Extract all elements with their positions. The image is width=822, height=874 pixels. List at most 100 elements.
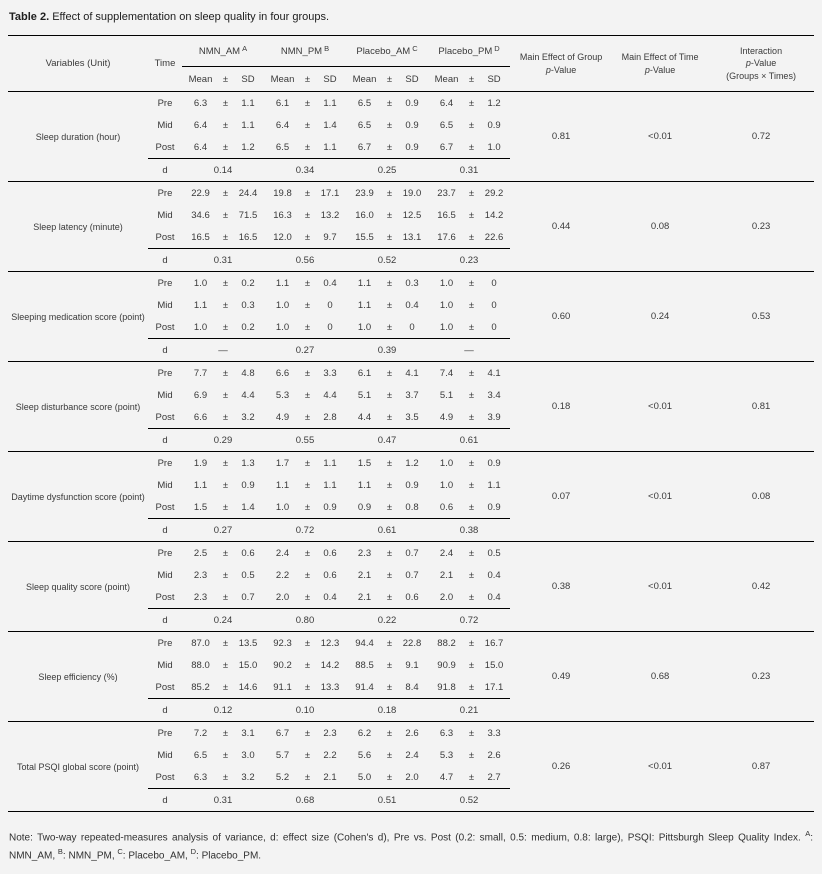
mean-value: 1.0 — [275, 321, 290, 333]
data-row: Mid 34.6 ±71.5 16.3 ±13.2 16.0 ±12.5 16.5 ±14.2 — [8, 204, 814, 226]
d-value: 0.34 — [264, 158, 346, 182]
plus-minus-sign: ± — [468, 771, 475, 783]
mean-value: 2.0 — [439, 591, 454, 603]
plus-minus-sign: ± — [304, 209, 311, 221]
sd-value: 24.4 — [238, 187, 258, 199]
sd-value: 4.8 — [241, 367, 255, 379]
p-value-group: 0.60 — [510, 271, 613, 362]
sd-value: 0.9 — [405, 119, 419, 131]
p-value-time: 0.08 — [612, 181, 709, 272]
sd-value: 0 — [327, 299, 333, 311]
sd-value: 1.2 — [405, 457, 419, 469]
plus-minus-sign: ± — [304, 187, 311, 199]
mean-value: 1.7 — [275, 457, 290, 469]
plus-minus-sign: ± — [304, 727, 311, 739]
mean-value: 5.3 — [275, 389, 290, 401]
plus-minus-sign: ± — [386, 119, 393, 131]
time-label: Mid — [157, 299, 173, 311]
plus-minus-sign: ± — [304, 97, 311, 109]
mean-value: 1.0 — [357, 321, 372, 333]
sd-value: 15.0 — [238, 659, 258, 671]
p-value-time: <0.01 — [612, 361, 709, 452]
stat-header: SD — [478, 66, 511, 92]
mean-value: 90.2 — [273, 659, 292, 671]
d-value: 0.72 — [428, 608, 511, 632]
d-label: d — [148, 518, 182, 542]
mean-value: 0.6 — [439, 501, 454, 513]
plus-minus-sign: ± — [468, 591, 475, 603]
mean-value: 7.4 — [439, 367, 454, 379]
sd-value: 2.8 — [323, 411, 337, 423]
mean-value: 85.2 — [191, 681, 210, 693]
mean-value: 5.1 — [357, 389, 372, 401]
sd-value: 0 — [491, 321, 497, 333]
sd-value: 1.4 — [323, 119, 337, 131]
sd-value: 0 — [327, 321, 333, 333]
d-value: 0.80 — [264, 608, 346, 632]
header-row-stats: Mean ± SD Mean ± SD Mean ± SD Mean ± SD — [8, 66, 814, 92]
d-value: 0.25 — [346, 158, 429, 182]
mean-value: 6.7 — [357, 141, 372, 153]
plus-minus-sign: ± — [386, 141, 393, 153]
mean-value: 1.0 — [439, 321, 454, 333]
mean-value: 1.1 — [193, 299, 208, 311]
plus-minus-sign: ± — [468, 187, 475, 199]
sd-value: 2.2 — [323, 749, 337, 761]
group-header-placebo-am: Placebo_AM C — [346, 35, 429, 67]
plus-minus-sign: ± — [386, 547, 393, 559]
plus-minus-sign: ± — [468, 659, 475, 671]
sd-value: 0.9 — [241, 479, 255, 491]
plus-minus-sign: ± — [304, 569, 311, 581]
time-label: Post — [155, 771, 175, 783]
plus-minus-sign: ± — [222, 277, 229, 289]
sd-value: 3.3 — [323, 367, 337, 379]
mean-value: 94.4 — [355, 637, 374, 649]
mean-value: 6.5 — [357, 97, 372, 109]
mean-value: 2.4 — [439, 547, 454, 559]
sd-value: 0.7 — [405, 569, 419, 581]
header-row-groups: Variables (Unit) Time NMN_AM A NMN_PM B Pl… — [8, 35, 815, 92]
mean-value: 19.8 — [273, 187, 292, 199]
mean-value: 87.0 — [191, 637, 210, 649]
stat-header: ± — [301, 66, 314, 92]
p-value-group: 0.49 — [510, 631, 613, 722]
plus-minus-sign: ± — [222, 97, 229, 109]
data-row: Mid 6.5 ±3.0 5.7 ±2.2 5.6 ±2.4 5.3 ±2.6 — [8, 744, 814, 766]
plus-minus-sign: ± — [304, 231, 311, 243]
sd-value: 0.9 — [487, 119, 501, 131]
mean-value: 4.9 — [275, 411, 290, 423]
sd-value: 0.5 — [487, 547, 501, 559]
table-note: Note: Two-way repeated-measures analysis… — [9, 829, 813, 862]
time-label: Mid — [157, 749, 173, 761]
time-label: Post — [155, 591, 175, 603]
plus-minus-sign: ± — [468, 637, 475, 649]
mean-value: 6.7 — [439, 141, 454, 153]
mean-value: 2.1 — [357, 569, 372, 581]
data-row: Post 1.0 ±0.2 1.0 ±0 1.0 ±0 1.0 ±0 — [8, 316, 814, 339]
sd-value: 0 — [491, 299, 497, 311]
data-row: Post 16.5 ±16.5 12.0 ±9.7 15.5 ±13.1 17.6 ±22.6 — [8, 226, 814, 249]
plus-minus-sign: ± — [468, 119, 475, 131]
plus-minus-sign: ± — [468, 501, 475, 513]
mean-value: 88.5 — [355, 659, 374, 671]
data-row: Post 6.6 ±3.2 4.9 ±2.8 4.4 ±3.5 4.9 ±3.9 — [8, 406, 814, 429]
sd-value: 3.7 — [405, 389, 419, 401]
plus-minus-sign: ± — [386, 277, 393, 289]
mean-value: 5.6 — [357, 749, 372, 761]
effect-size-row: d 0.24 0.80 0.22 0.72 — [8, 608, 814, 632]
sd-value: 3.5 — [405, 411, 419, 423]
plus-minus-sign: ± — [222, 591, 229, 603]
sd-value: 0.3 — [405, 277, 419, 289]
time-label: Pre — [157, 727, 173, 739]
mean-value: 7.7 — [193, 367, 208, 379]
time-label: Post — [155, 141, 175, 153]
p-value-group: 0.38 — [510, 541, 613, 632]
mean-value: 6.4 — [275, 119, 290, 131]
p-value-interaction: 0.72 — [708, 91, 815, 182]
mean-value: 16.0 — [355, 209, 374, 221]
d-value: 0.61 — [428, 428, 511, 452]
data-row: Mid 6.9 ±4.4 5.3 ±4.4 5.1 ±3.7 5.1 ±3.4 — [8, 384, 814, 406]
mean-value: 2.4 — [275, 547, 290, 559]
sd-value: 3.1 — [241, 727, 255, 739]
